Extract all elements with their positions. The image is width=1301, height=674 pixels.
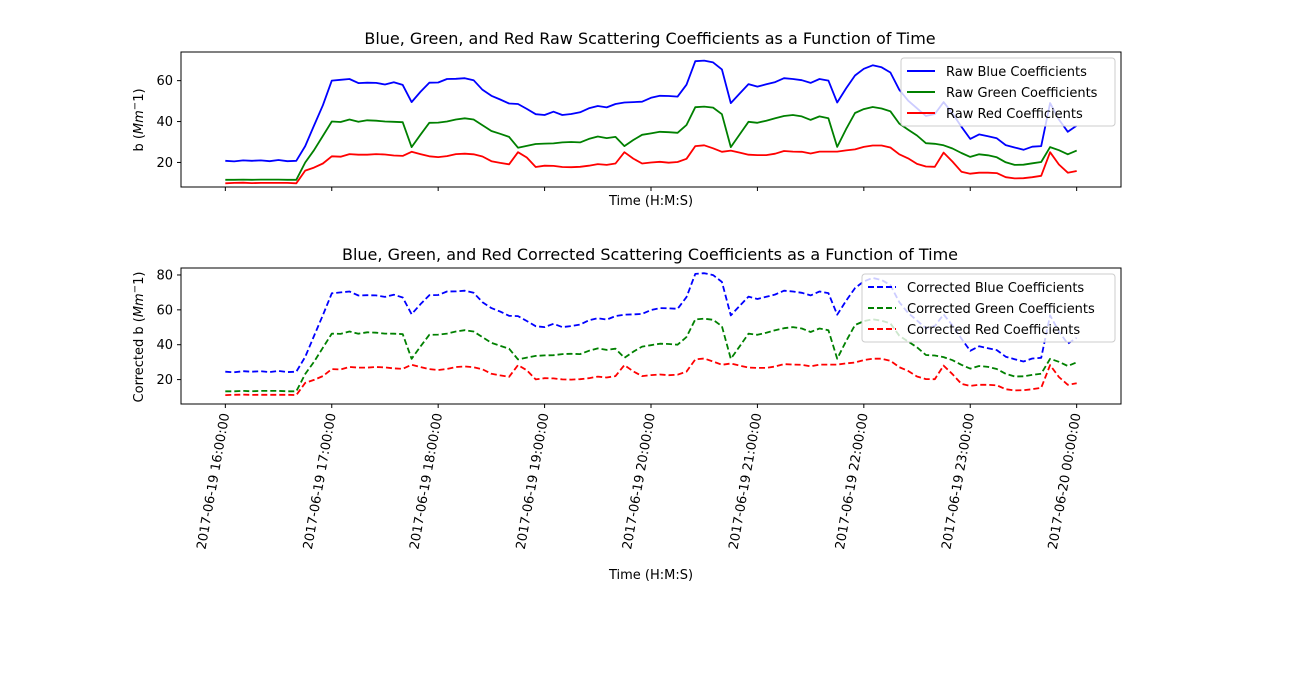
- corrected-legend-box: [861, 273, 1116, 343]
- raw-legend-box: [900, 57, 1116, 127]
- raw-legend-label-red: Raw Red Coefficients: [946, 107, 1083, 122]
- corrected-legend-label-red: Corrected Red Coefficients: [907, 323, 1080, 338]
- raw-legend-label-green: Raw Green Coefficients: [946, 86, 1098, 101]
- corrected-y-label-prefix: Corrected b (: [132, 317, 147, 402]
- raw-y-label-sup: −: [130, 102, 141, 110]
- corrected-x-axis-label: Time (H:M:S): [608, 568, 693, 583]
- raw-series-line-red: [225, 144, 1077, 185]
- raw-y-label-suffix: 1): [132, 88, 147, 101]
- corrected-series-line-red: [225, 357, 1077, 397]
- corrected-legend-label-blue: Corrected Blue Coefficients: [907, 281, 1084, 296]
- corrected-legend: Corrected Blue Coefficients Corrected Gr…: [861, 273, 1116, 343]
- corrected-y-tick-label: 40: [156, 338, 173, 353]
- raw-y-tick-label: 40: [156, 115, 173, 130]
- corrected-y-tick-label: 20: [156, 373, 173, 388]
- raw-y-axis-label: b (Mm−1): [130, 88, 147, 151]
- raw-y-axis-ticks: 20 40 60: [156, 74, 181, 171]
- raw-x-axis-label: Time (H:M:S): [608, 194, 693, 209]
- raw-y-tick-label: 20: [156, 156, 173, 171]
- raw-legend: Raw Blue Coefficients Raw Green Coeffici…: [900, 57, 1116, 127]
- corrected-y-label-italic: Mm: [132, 293, 147, 317]
- raw-y-label-prefix: b (: [132, 134, 147, 151]
- corrected-y-tick-label: 80: [156, 268, 173, 283]
- corrected-y-axis-label: Corrected b (Mm−1): [130, 272, 147, 403]
- raw-chart-title: Blue, Green, and Red Raw Scattering Coef…: [364, 29, 935, 48]
- corrected-y-label-sup: −: [130, 285, 141, 293]
- raw-legend-label-blue: Raw Blue Coefficients: [946, 65, 1087, 80]
- raw-y-label-italic: Mm: [132, 110, 147, 134]
- corrected-y-tick-label: 60: [156, 303, 173, 318]
- corrected-y-label-suffix: 1): [132, 272, 147, 285]
- corrected-y-axis-ticks: 20 40 60 80: [156, 268, 181, 388]
- corrected-chart-title: Blue, Green, and Red Corrected Scatterin…: [342, 245, 958, 264]
- raw-chart: Blue, Green, and Red Raw Scattering Coef…: [130, 29, 1122, 209]
- corrected-series-line-green: [225, 317, 1078, 393]
- raw-x-axis-ticks: [224, 187, 1078, 191]
- raw-series-line-green: [225, 105, 1078, 181]
- raw-y-tick-label: 60: [156, 74, 173, 89]
- corrected-legend-label-green: Corrected Green Coefficients: [907, 302, 1095, 317]
